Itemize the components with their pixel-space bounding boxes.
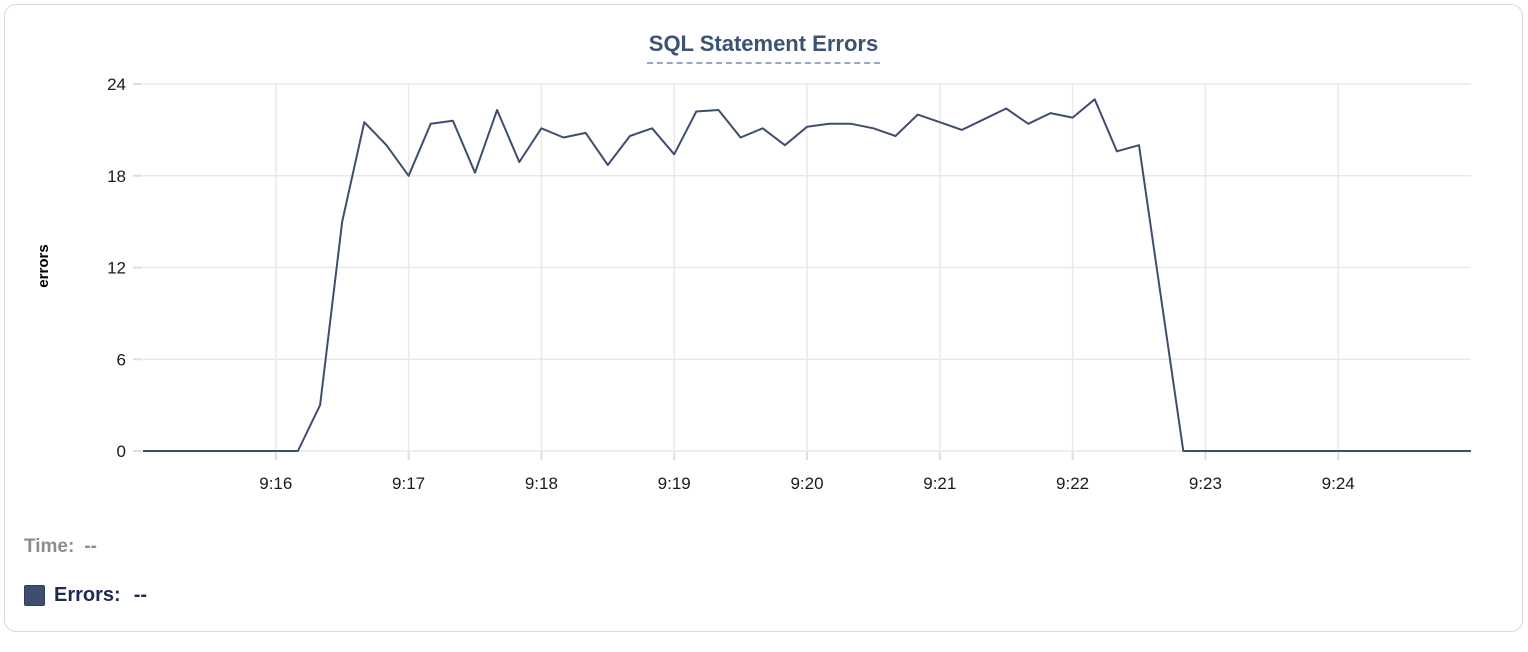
errors-series-line — [143, 98, 1471, 452]
svg-text:9:18: 9:18 — [525, 474, 558, 493]
legend-errors-value: -- — [133, 584, 148, 606]
axis-ticks — [133, 83, 1340, 460]
errors-line-chart[interactable]: 0 6 12 18 24 9:16 9:17 9:18 9:19 9:20 9:21 9:22 9:23… — [4, 4, 1523, 512]
legend-errors-row: Errors: -- — [24, 584, 147, 607]
hover-time-label: Time: — [24, 536, 75, 557]
svg-text:9:21: 9:21 — [923, 474, 956, 493]
svg-text:9:17: 9:17 — [392, 474, 425, 493]
svg-text:9:23: 9:23 — [1189, 474, 1222, 493]
chart-card: SQL Statement Errors 0 6 12 18 24 9:16 9:17 9:1… — [4, 4, 1523, 632]
svg-text:9:24: 9:24 — [1322, 474, 1355, 493]
svg-text:24: 24 — [107, 75, 126, 94]
y-axis-labels: 0 6 12 18 24 — [107, 75, 126, 461]
svg-text:9:19: 9:19 — [658, 474, 691, 493]
hover-time-value: -- — [84, 536, 97, 557]
svg-text:6: 6 — [117, 350, 126, 369]
y-axis-title: errors — [35, 244, 52, 287]
svg-text:9:22: 9:22 — [1056, 474, 1089, 493]
svg-text:9:16: 9:16 — [259, 474, 292, 493]
x-axis-labels: 9:16 9:17 9:18 9:19 9:20 9:21 9:22 9:23 9:24 — [259, 474, 1354, 493]
grid-lines — [143, 83, 1471, 452]
svg-text:9:20: 9:20 — [790, 474, 823, 493]
svg-text:12: 12 — [107, 259, 126, 278]
svg-text:18: 18 — [107, 167, 126, 186]
hover-time-row: Time: -- — [24, 536, 97, 558]
legend-errors-label: Errors: — [54, 584, 121, 606]
svg-text:0: 0 — [117, 442, 126, 461]
chart-title-wrap: SQL Statement Errors — [5, 31, 1522, 64]
errors-series-swatch — [24, 585, 45, 606]
chart-title[interactable]: SQL Statement Errors — [646, 31, 881, 64]
